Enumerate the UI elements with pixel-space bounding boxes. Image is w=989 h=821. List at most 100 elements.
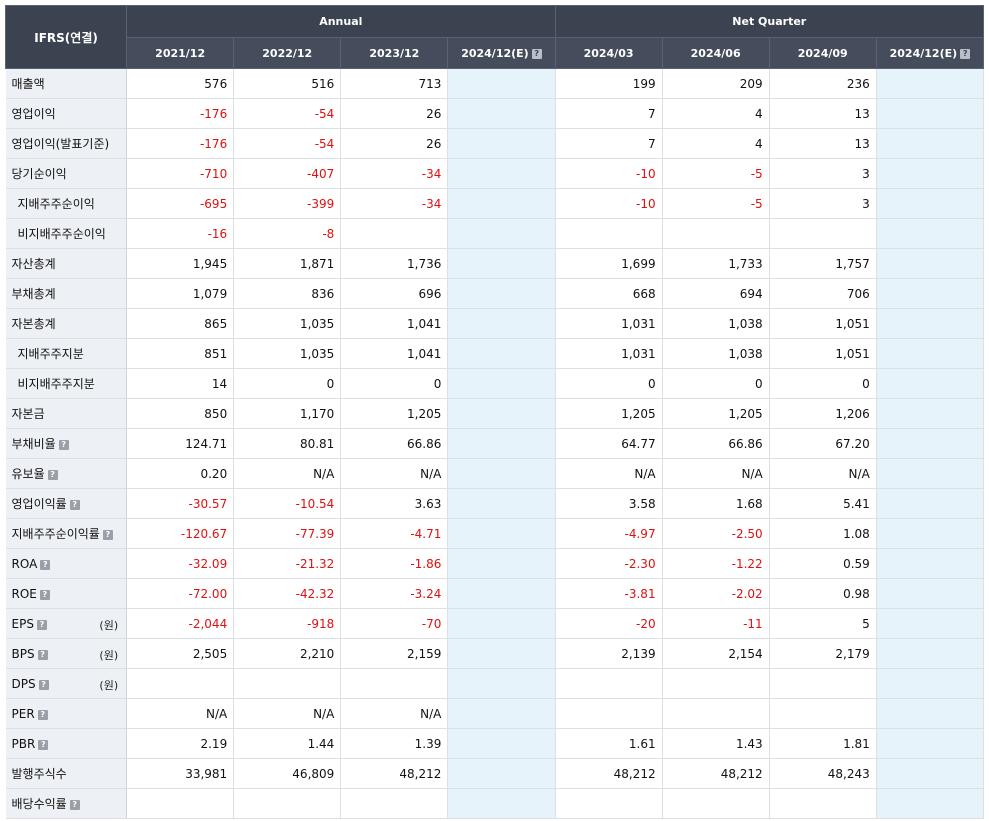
row-label: EPS [11, 616, 34, 631]
question-help-icon[interactable]: ? [36, 619, 47, 630]
value-cell: 5.41 [769, 488, 877, 519]
table-row: 비지배주주순이익 -16 -8 [5, 218, 985, 249]
value-cell: 1.44 [233, 728, 342, 759]
row-label: 발행주식수 [11, 767, 67, 781]
value-cell: N/A [662, 458, 770, 489]
value-cell [876, 398, 985, 429]
question-help-icon[interactable]: ? [69, 800, 80, 810]
value-cell: 199 [555, 68, 663, 99]
value-cell: 1.68 [662, 488, 770, 519]
value-cell: N/A [340, 698, 449, 729]
table-row: 배당수익률? [5, 788, 985, 819]
value-cell [876, 218, 985, 249]
value-cell: -2,044 [126, 608, 235, 639]
value-cell [662, 218, 770, 249]
value-cell: -3.81 [555, 578, 663, 609]
value-cell [447, 338, 556, 369]
value-cell: -16 [126, 218, 235, 249]
question-help-icon[interactable]: ? [39, 589, 50, 600]
question-help-icon[interactable]: ? [58, 440, 69, 450]
row-label: 당기순이익 [11, 167, 67, 181]
row-label-cell: 자본금 [5, 398, 128, 429]
value-cell: 1,170 [233, 398, 342, 429]
value-cell: 66.86 [662, 428, 770, 459]
value-cell: 1,035 [233, 338, 342, 369]
question-help-icon[interactable]: ? [38, 679, 49, 690]
question-help-icon[interactable]: ? [37, 649, 48, 660]
value-cell [555, 218, 663, 249]
value-cell: 706 [769, 278, 877, 309]
row-label: 지배주주지분 [17, 347, 84, 361]
column-header-label: 2024/03 [583, 46, 634, 60]
value-cell: 1.61 [555, 728, 663, 759]
question-help-icon[interactable]: ? [102, 530, 113, 540]
value-cell: 1,035 [233, 308, 342, 339]
value-cell [447, 608, 556, 639]
value-cell: -4.97 [555, 518, 663, 549]
value-cell [769, 668, 877, 699]
value-cell: 865 [126, 308, 235, 339]
value-cell: -176 [126, 128, 235, 159]
value-cell [876, 758, 985, 789]
row-label: 매출액 [11, 77, 45, 91]
value-cell: 1,051 [769, 338, 877, 369]
value-cell [447, 188, 556, 219]
value-cell: 236 [769, 68, 877, 99]
value-cell: 1,051 [769, 308, 877, 339]
value-cell [447, 308, 556, 339]
value-cell [447, 98, 556, 129]
table-row: DPS? (원) [5, 668, 985, 699]
question-help-icon[interactable]: ? [69, 500, 80, 510]
question-help-icon[interactable]: ? [38, 739, 49, 750]
question-help-icon[interactable]: ? [531, 48, 542, 59]
value-cell [555, 788, 663, 819]
table-row: 부채비율? 124.71 80.81 66.86 64.77 66.86 67.20 [5, 428, 985, 459]
value-cell: -72.00 [126, 578, 235, 609]
row-label: BPS [11, 646, 35, 661]
value-cell: 851 [126, 338, 235, 369]
value-cell: -176 [126, 98, 235, 129]
value-cell [876, 608, 985, 639]
value-cell: 0.20 [126, 458, 235, 489]
value-cell: 1,699 [555, 248, 663, 279]
value-cell [447, 278, 556, 309]
value-cell [876, 638, 985, 669]
question-help-icon[interactable]: ? [40, 559, 51, 570]
value-cell: -70 [340, 608, 449, 639]
value-cell: -710 [126, 158, 235, 189]
annual-group-header: Annual [126, 5, 556, 38]
unit-label: (원) [99, 679, 119, 692]
value-cell: 1,871 [233, 248, 342, 279]
value-cell: 696 [340, 278, 449, 309]
column-header-label: 2024/09 [797, 46, 848, 60]
row-label-cell: 발행주식수 [5, 758, 128, 789]
row-label: PER [11, 706, 35, 721]
question-help-icon[interactable]: ? [47, 470, 58, 480]
unit-label: (원) [99, 619, 119, 632]
column-header: 2024/12(E)? [875, 37, 985, 69]
value-cell: -1.86 [340, 548, 449, 579]
row-label-cell: 당기순이익 [5, 158, 128, 189]
table-row: PER? N/A N/A N/A [5, 698, 985, 729]
financial-summary-table: IFRS(연결) Annual Net Quarter 2021/12 2022/… [4, 5, 985, 819]
question-help-icon[interactable]: ? [37, 709, 48, 720]
value-cell [447, 638, 556, 669]
value-cell: 7 [555, 128, 663, 159]
value-cell [769, 788, 877, 819]
row-label: ROE [11, 586, 37, 601]
value-cell [447, 368, 556, 399]
value-cell: 1.43 [662, 728, 770, 759]
value-cell: 124.71 [126, 428, 235, 459]
value-cell [447, 548, 556, 579]
value-cell [447, 68, 556, 99]
row-label-cell: 지배주주순이익 [5, 188, 128, 219]
value-cell [126, 668, 235, 699]
table-row: 지배주주지분 851 1,035 1,041 1,031 1,038 1,051 [5, 338, 985, 369]
value-cell: 1,205 [555, 398, 663, 429]
column-header: 2024/06 [661, 37, 770, 69]
question-help-icon[interactable]: ? [960, 48, 971, 59]
table-row: 당기순이익 -710 -407 -34 -10 -5 3 [5, 158, 985, 189]
value-cell: 0 [340, 368, 449, 399]
row-label: 비지배주주지분 [17, 377, 95, 391]
value-cell: 1,206 [769, 398, 877, 429]
